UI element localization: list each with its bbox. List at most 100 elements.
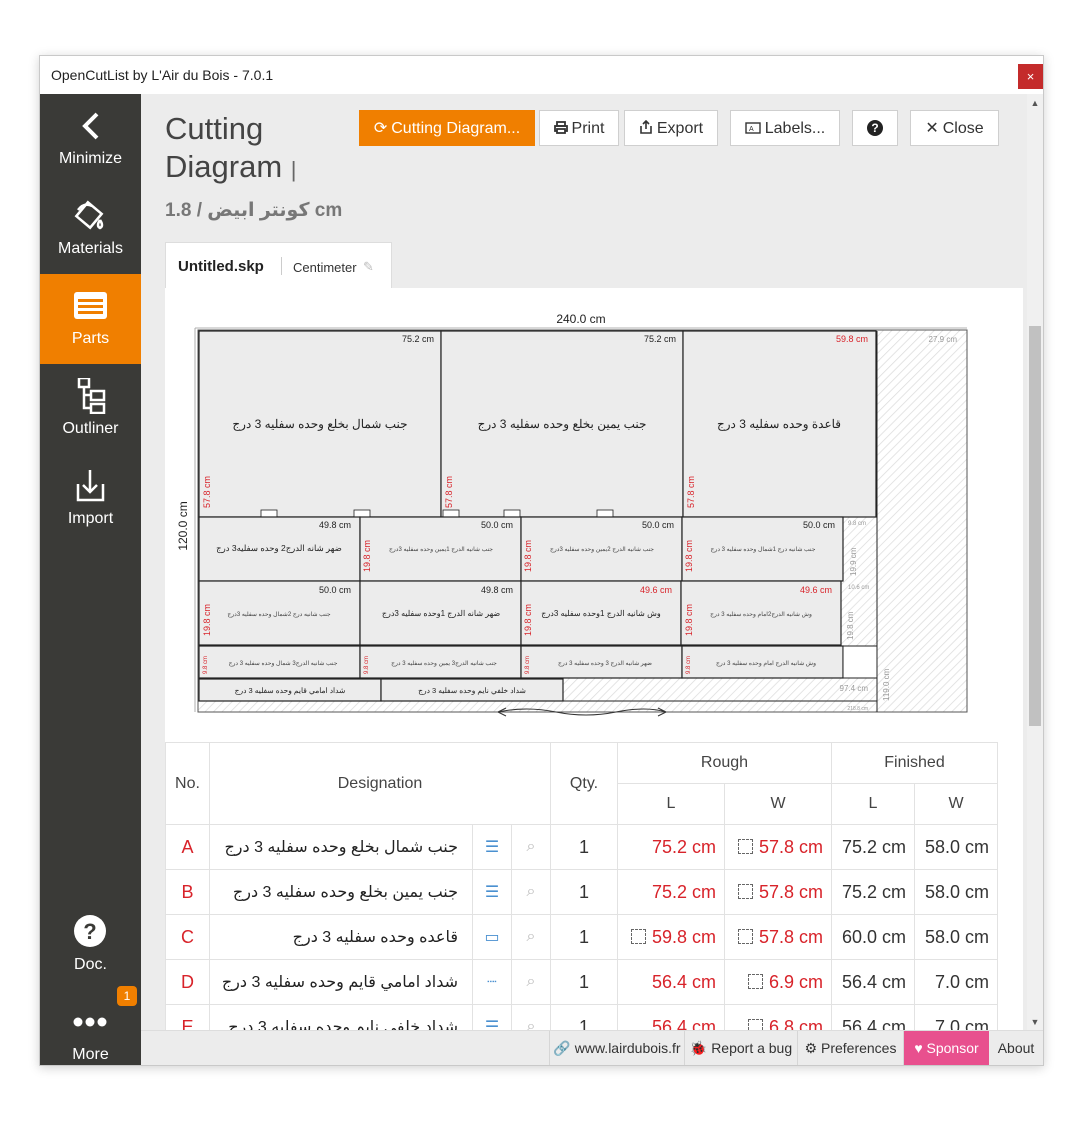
svg-text:جنب شمال بخلع وحده سفليه 3 درج: جنب شمال بخلع وحده سفليه 3 درج — [232, 417, 407, 431]
col-finished-length[interactable]: L — [831, 783, 915, 825]
table-row[interactable]: C قاعده وحده سفليه 3 درج ▭ ⌕ 1 59.8 cm 5… — [165, 914, 998, 960]
svg-text:50.0 cm: 50.0 cm — [481, 520, 513, 530]
sidebar-item-outliner[interactable]: Outliner — [40, 364, 141, 454]
col-rough: Rough — [617, 742, 832, 784]
part-piece[interactable]: 49.6 cm 19.8 cm وش شانيه الدرج 1وحده سفل… — [520, 580, 682, 646]
tab-file[interactable]: Untitled.skp Centimeter ✎ — [165, 242, 392, 288]
file-name: Untitled.skp — [178, 258, 264, 275]
finished-width: 7.0 cm — [914, 959, 998, 1005]
scroll-down-arrow-icon[interactable]: ▼ — [1030, 1017, 1040, 1027]
svg-text:9.8 cm: 9.8 cm — [525, 656, 531, 674]
finished-width: 58.0 cm — [914, 869, 998, 915]
table-row[interactable]: A جنب شمال بخلع وحده سفليه 3 درج ☰ ⌕ 1 7… — [165, 824, 998, 870]
svg-text:جنب شانيه الدرج 1يمين وحده سفل: جنب شانيه الدرج 1يمين وحده سفليه 3درج — [389, 546, 493, 553]
pencil-icon[interactable]: ✎ — [363, 259, 374, 274]
svg-text:?: ? — [83, 919, 96, 944]
link-icon: 🔗 — [553, 1040, 571, 1056]
help-button[interactable]: ? — [852, 110, 898, 146]
part-piece[interactable]: 9.8 cm جنب شانيه الدرج3 يمين وحده سفليه … — [359, 645, 522, 679]
finished-width: 58.0 cm — [914, 824, 998, 870]
part-piece[interactable]: 50.0 cm 19.8 cm جنب شانيه درج 1شمال وحده… — [681, 516, 844, 582]
window-close-button[interactable]: × — [1018, 64, 1043, 89]
part-qty: 1 — [550, 824, 618, 870]
page-title: Cutting Diagram | — [165, 111, 297, 184]
part-piece[interactable]: 75.2 cm 57.8 cm جنب شمال بخلع وحده سفليه… — [198, 330, 442, 518]
divider — [281, 257, 282, 275]
rough-length: 56.4 cm — [617, 1004, 725, 1031]
col-rough-length[interactable]: L — [617, 783, 725, 825]
part-piece[interactable]: شداد خلفي نايم وحده سفليه 3 درج — [380, 678, 564, 702]
heart-hand-icon: ♥ — [914, 1040, 923, 1056]
part-piece[interactable]: شداد امامي قايم وحده سفليه 3 درج — [198, 678, 382, 702]
offcut-piece — [842, 645, 878, 679]
part-piece[interactable]: 50.0 cm 19.8 cm جنب شانيه الدرج 2يمين وح… — [520, 516, 683, 582]
part-qty: 1 — [550, 1004, 618, 1031]
table-row[interactable]: E شداد خلفي نايم وحده سفليه 3 درج ☰ ⌕ 1 … — [165, 1004, 998, 1031]
part-piece[interactable]: 49.8 cm ضهر شانه الدرج 1وحده سفليه 3درج — [359, 580, 522, 646]
magnifier-icon[interactable]: ⌕ — [511, 1004, 551, 1031]
edge-icon — [737, 838, 753, 854]
table-row[interactable]: D شداد امامي قايم وحده سفليه 3 درج ┈ ⌕ 1… — [165, 959, 998, 1005]
app-window: OpenCutList by L'Air du Bois - 7.0.1 × M… — [39, 55, 1044, 1066]
sidebar-item-doc[interactable]: ? Doc. — [40, 900, 141, 990]
part-piece[interactable]: 49.8 cm ضهر شانه الدرج2 وحده سفليه3 درج — [198, 516, 361, 582]
magnifier-icon[interactable]: ⌕ — [511, 824, 551, 870]
sidebar-item-import[interactable]: Import — [40, 454, 141, 544]
col-qty[interactable]: Qty. — [550, 742, 618, 825]
part-piece[interactable]: 9.8 cm جنب شانيه الدرج3 شمال وحده سفليه … — [198, 645, 361, 679]
print-button[interactable]: Print — [539, 110, 619, 146]
export-button[interactable]: Export — [624, 110, 718, 146]
part-piece[interactable]: 75.2 cm 57.8 cm جنب يمين بخلع وحده سفليه… — [440, 330, 684, 518]
cutting-diagram-button[interactable]: ⟳ Cutting Diagram... — [359, 110, 535, 146]
close-button[interactable]: ✕ Close — [910, 110, 999, 146]
svg-text:9.8 cm: 9.8 cm — [364, 656, 370, 674]
svg-text:75.2 cm: 75.2 cm — [402, 334, 434, 344]
notification-badge: 1 — [117, 986, 137, 1006]
part-piece[interactable]: 49.6 cm 19.8 cm وش شانيه الدرج2امام وحده… — [680, 580, 842, 646]
sidebar-item-materials[interactable]: Materials — [40, 184, 141, 274]
website-link[interactable]: 🔗 www.lairdubois.fr — [549, 1031, 684, 1065]
footer: 🔗 www.lairdubois.fr 🐞 Report a bug ⚙ Pre… — [141, 1030, 1043, 1065]
horizontal-scroll-indicator — [497, 707, 667, 717]
part-designation: شداد خلفي نايم وحده سفليه 3 درج — [209, 1004, 473, 1031]
part-piece[interactable]: 50.0 cm 19.8 cm جنب شانيه درج 2شمال وحده… — [198, 580, 361, 646]
sidebar-label: Import — [67, 510, 114, 527]
part-piece[interactable]: 59.8 cm 57.8 cm قاعدة وحده سفليه 3 درج — [682, 330, 877, 518]
edge-icon — [737, 928, 753, 944]
sidebar-item-parts[interactable]: Parts — [40, 274, 141, 364]
report-bug-link[interactable]: 🐞 Report a bug — [684, 1031, 797, 1065]
part-piece[interactable]: 9.8 cm ضهر شانيه الدرج 3 وحده سفليه 3 در… — [520, 645, 683, 679]
offcut-label: 218.8 cm — [847, 706, 868, 712]
scroll-up-arrow-icon[interactable]: ▲ — [1030, 98, 1040, 108]
magnifier-icon[interactable]: ⌕ — [511, 869, 551, 915]
magnifier-icon[interactable]: ⌕ — [511, 914, 551, 960]
col-no[interactable]: No. — [165, 742, 210, 825]
sidebar-item-more[interactable]: 1 More — [40, 986, 141, 1080]
sidebar-item-minimize[interactable]: Minimize — [40, 94, 141, 184]
part-designation: جنب شمال بخلع وحده سفليه 3 درج — [209, 824, 473, 870]
table-row[interactable]: B جنب يمين بخلع وحده سفليه 3 درج ☰ ⌕ 1 7… — [165, 869, 998, 915]
svg-text:ضهر شانه الدرج2 وحده سفليه3 در: ضهر شانه الدرج2 وحده سفليه3 درج — [216, 543, 342, 554]
col-designation[interactable]: Designation — [209, 742, 551, 825]
unit-label[interactable]: Centimeter — [293, 260, 357, 275]
sidebar: Minimize Materials Parts Outliner Import — [40, 94, 141, 1065]
svg-text:49.8 cm: 49.8 cm — [319, 520, 351, 530]
preferences-link[interactable]: ⚙ Preferences — [797, 1031, 903, 1065]
finished-width: 7.0 cm — [914, 1004, 998, 1031]
magnifier-icon[interactable]: ⌕ — [511, 959, 551, 1005]
edge-icon — [630, 928, 646, 944]
scrollbar-thumb[interactable] — [1029, 326, 1041, 726]
sponsor-button[interactable]: ♥ Sponsor — [903, 1031, 989, 1065]
close-icon: ✕ — [925, 120, 939, 137]
col-rough-width[interactable]: W — [724, 783, 832, 825]
vertical-scrollbar[interactable]: ▲ ▼ — [1027, 94, 1043, 1031]
svg-text:75.2 cm: 75.2 cm — [644, 334, 676, 344]
col-finished-width[interactable]: W — [914, 783, 998, 825]
labels-button[interactable]: A Labels... — [730, 110, 840, 146]
import-icon — [40, 468, 141, 504]
help-icon: ? — [867, 120, 883, 136]
svg-text:9.8 cm: 9.8 cm — [203, 656, 209, 674]
about-link[interactable]: About — [997, 1040, 1035, 1056]
part-piece[interactable]: 50.0 cm 19.8 cm جنب شانيه الدرج 1يمين وح… — [359, 516, 522, 582]
part-piece[interactable]: 9.8 cm وش شانيه الدرج امام وحده سفليه 3 … — [681, 645, 844, 679]
